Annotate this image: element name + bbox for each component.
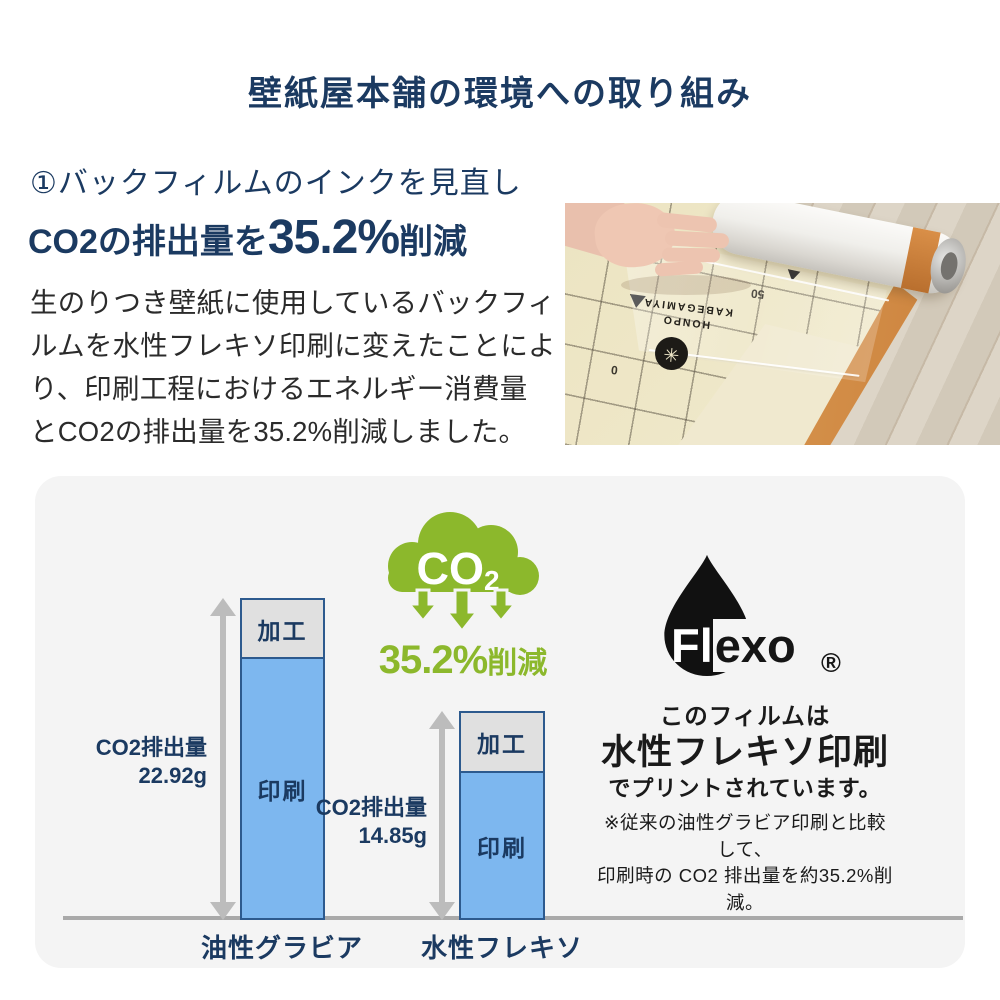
flexo-caption-3: でプリントされています。 [608, 776, 882, 801]
hand-shadow [621, 275, 751, 295]
segment-processing: 加工 [242, 600, 323, 659]
flexo-caption-1: このフィルムは [659, 703, 831, 729]
reduction-label: 35.2%削減 [375, 638, 551, 683]
reduction-suffix: 削減 [487, 647, 548, 680]
segment-processing: 加工 [461, 713, 543, 773]
comparison-panel: 加工 印刷 CO2排出量 22.92g 油性グラビア 加工 印刷 CO2排出量 … [35, 476, 965, 968]
flexo-block: Flexo ® このフィルムは 水性フレキソ印刷 でプリントされています。 ※従… [595, 548, 895, 913]
flexo-logo: Flexo ® [595, 548, 895, 688]
flexo-wordmark-white: Fl [671, 619, 713, 672]
emission-value: 14.85g [358, 823, 428, 848]
co2-reduction-graphic: CO2 35.2%削減 [375, 500, 551, 683]
measure-arrow-left [210, 598, 236, 920]
segment-label: 加工 [477, 731, 527, 757]
flexo-wordmark: Flexo [671, 618, 798, 673]
segment-label: 加工 [257, 617, 308, 644]
headline-prefix: CO2の排出量を [28, 223, 268, 261]
hand [565, 203, 785, 313]
bar-water-flexo: 加工 印刷 [459, 711, 545, 920]
flexo-note: ※従来の油性グラビア印刷と比較して、 印刷時の CO2 排出量を約35.2%削減… [595, 810, 895, 916]
section-heading: ①バックフィルムのインクを見直し [30, 167, 522, 200]
segment-label: 印刷 [477, 834, 527, 861]
flexo-wordmark-black: exo [712, 619, 798, 672]
body-line: り、印刷工程におけるエネルギー消費量 [30, 373, 528, 404]
co2-cloud-icon: CO2 [388, 512, 539, 632]
category-water-flexo: 水性フレキソ [420, 933, 583, 963]
emission-label: CO2排出量 [315, 795, 427, 820]
body-line: 生のりつき壁紙に使用しているバックフィ [30, 287, 556, 318]
emission-label-left: CO2排出量 22.92g [57, 734, 207, 790]
body-paragraph: 生のりつき壁紙に使用しているバックフィ ルムを水性フレキソ印刷に変えたことによ … [30, 281, 560, 453]
segment-printing: 印刷 [461, 773, 543, 918]
flexo-note-line: ※従来の油性グラビア印刷と比較して、 [603, 812, 886, 860]
emission-label-right: CO2排出量 14.85g [277, 794, 427, 850]
measure-arrow-right [429, 711, 455, 920]
reduction-percentage: 35.2% [378, 638, 488, 682]
body-line: ルムを水性フレキソ印刷に変えたことによ [30, 330, 556, 361]
registered-mark: ® [821, 648, 841, 678]
flexo-caption-2: 水性フレキソ印刷 [600, 733, 889, 772]
co2-reduction-headline: CO2の排出量を35.2%削減 [28, 210, 467, 265]
emission-value: 22.92g [138, 763, 208, 788]
body-line: とCO2の排出量を35.2%削減しました。 [30, 416, 527, 447]
product-photo: 10 50 0 HONPO KABEGAMIYA [565, 203, 1000, 445]
flexo-note-line: 印刷時の CO2 排出量を約35.2%削減。 [597, 865, 893, 913]
headline-percentage: 35.2% [267, 211, 400, 264]
page-title: 壁紙屋本舗の環境への取り組み [248, 75, 752, 113]
bar-oil-gravure: 加工 印刷 [240, 598, 325, 920]
segment-printing: 印刷 [242, 659, 323, 918]
svg-text:CO2: CO2 [416, 543, 499, 596]
emission-label: CO2排出量 [95, 735, 207, 760]
segment-label: 印刷 [257, 777, 308, 804]
headline-suffix: 削減 [399, 223, 468, 261]
hand-finger [664, 230, 730, 249]
category-oil-gravure: 油性グラビア [200, 933, 363, 963]
